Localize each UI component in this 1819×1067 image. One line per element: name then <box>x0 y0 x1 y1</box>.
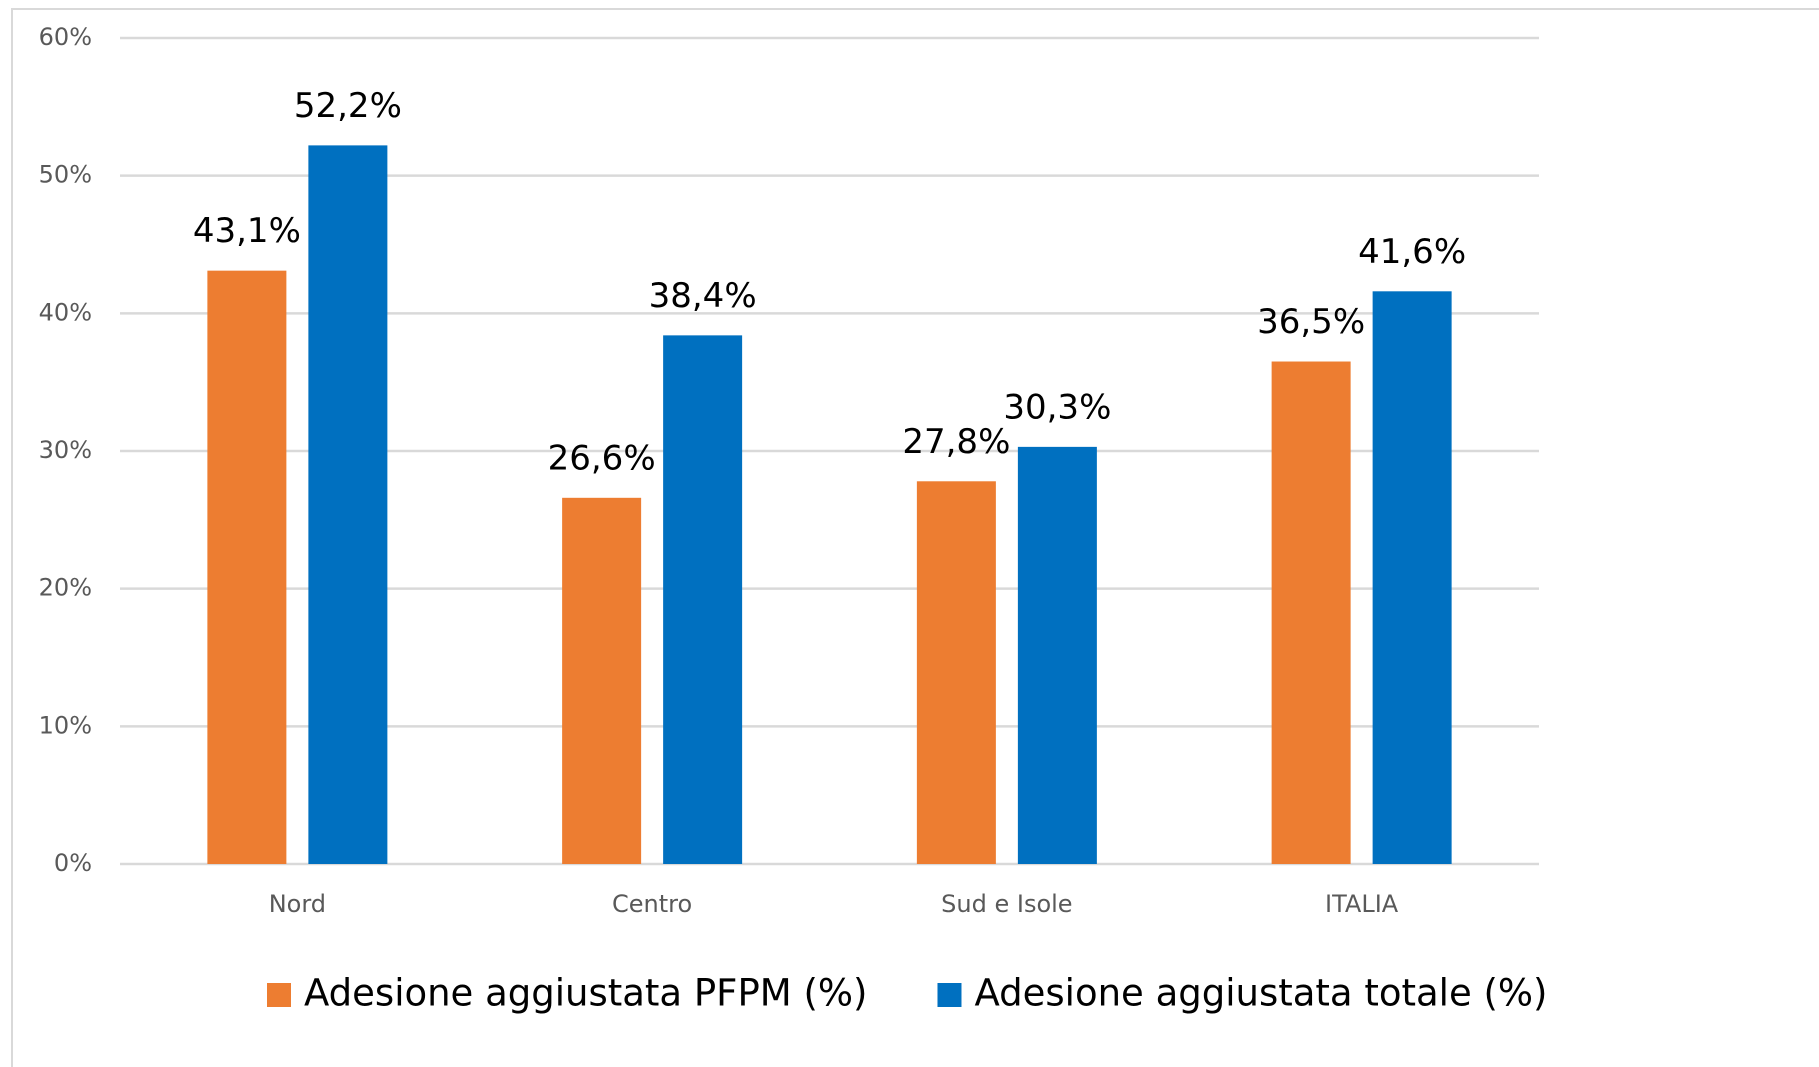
legend-label: Adesione aggiustata totale (%) <box>974 972 1547 1015</box>
value-label: 52,2% <box>294 86 402 126</box>
bar <box>207 270 287 864</box>
x-tick-label: Nord <box>269 890 326 918</box>
value-label: 26,6% <box>548 438 656 478</box>
y-tick-label: 30% <box>39 436 92 464</box>
x-tick-label: ITALIA <box>1325 890 1399 918</box>
bar <box>916 481 996 864</box>
bar <box>562 497 642 864</box>
value-label: 36,5% <box>1257 302 1365 342</box>
value-label: 41,6% <box>1358 232 1466 272</box>
x-tick-label: Sud e Isole <box>941 890 1072 918</box>
y-tick-label: 0% <box>54 849 92 877</box>
value-label: 30,3% <box>1003 387 1111 427</box>
legend-label: Adesione aggiustata PFPM (%) <box>304 972 867 1015</box>
value-label: 38,4% <box>649 276 757 316</box>
y-tick-label: 50% <box>39 161 92 189</box>
y-tick-label: 10% <box>39 711 92 739</box>
legend-swatch <box>937 983 962 1007</box>
legend-swatch <box>267 983 291 1007</box>
bar <box>1017 446 1097 864</box>
value-label: 43,1% <box>193 211 301 251</box>
y-tick-label: 60% <box>39 23 92 51</box>
bar <box>663 335 743 864</box>
value-label: 27,8% <box>902 422 1010 462</box>
y-tick-label: 20% <box>39 574 92 602</box>
bar <box>1271 361 1351 864</box>
x-tick-label: Centro <box>612 890 692 918</box>
bar <box>308 145 388 864</box>
bar <box>1372 291 1452 865</box>
y-tick-label: 40% <box>39 298 92 326</box>
